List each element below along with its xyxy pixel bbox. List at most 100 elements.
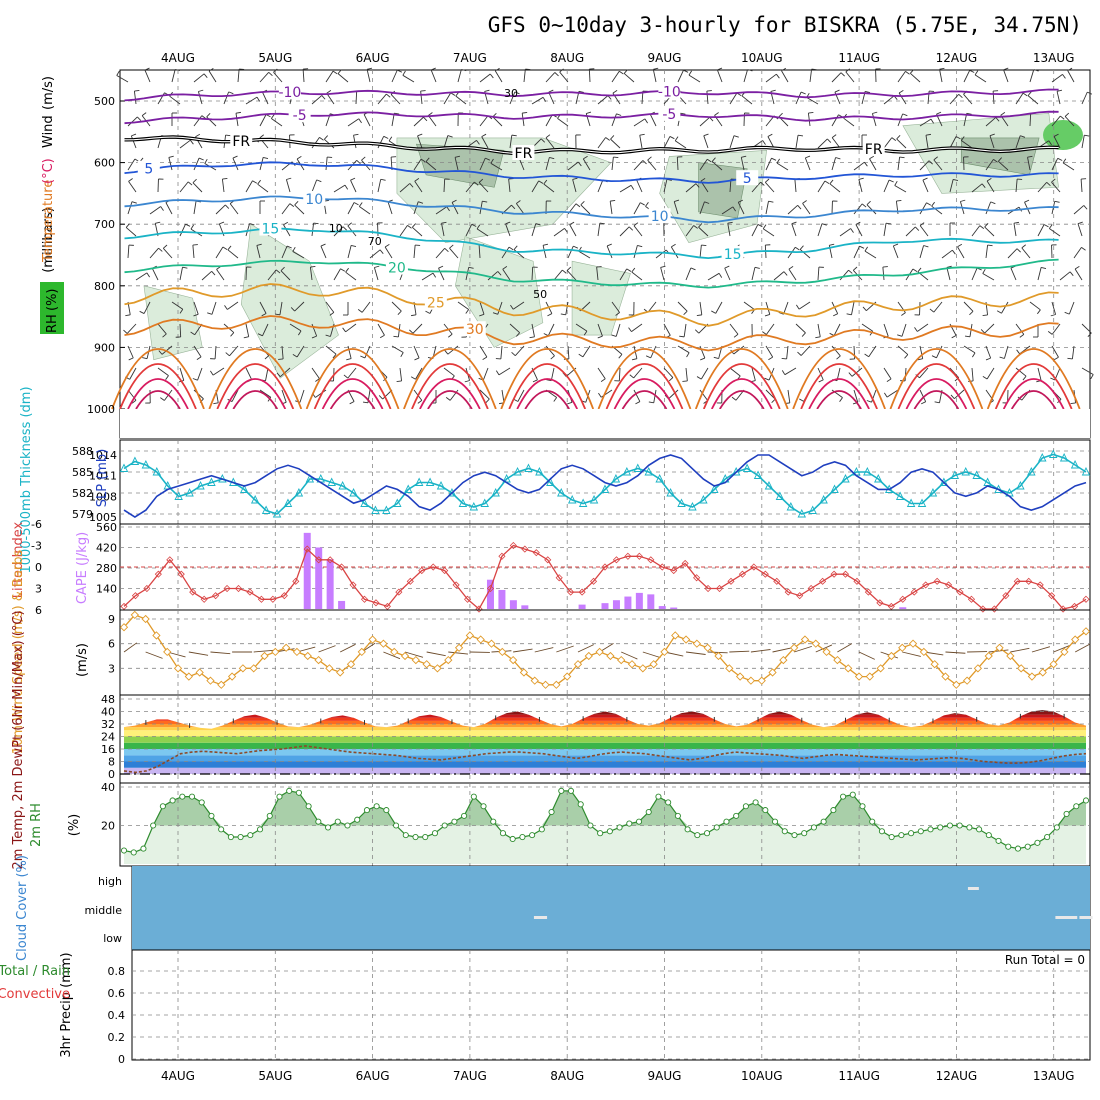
surface-isotherm-arc [119, 363, 197, 410]
wind-barb [325, 157, 328, 171]
wind-barb-flag [196, 356, 202, 361]
wind-barb-flag [1067, 357, 1073, 360]
pressure-tick-label: 1000 [87, 403, 115, 416]
rh2m-point [703, 830, 711, 837]
surface-isotherm-arc [411, 363, 489, 410]
isotherm-line [124, 258, 1059, 289]
wind10-barb [794, 645, 812, 653]
wind-barb-flag [586, 111, 592, 114]
rh2m-point [431, 830, 438, 837]
temp-band [124, 727, 1086, 731]
wind-barb-flag [179, 309, 184, 314]
wind-barb-flag [1070, 402, 1076, 404]
wind-barb-flag [393, 335, 399, 338]
isotherm-label: 15 [262, 222, 280, 238]
wind-barb [215, 246, 224, 259]
wind-barb [1037, 224, 1045, 237]
temp-band [124, 767, 1086, 774]
wind-barb-flag [799, 398, 804, 402]
isotherm-label: FR [515, 146, 533, 162]
wind10-point [1049, 660, 1058, 669]
wind-barb-flag [762, 224, 767, 229]
lifted-index-point [830, 570, 838, 578]
wind-barb [245, 96, 258, 105]
isotherm-label-bg [288, 107, 311, 123]
wind-barb-flag [682, 380, 688, 382]
temp-band [124, 709, 1086, 712]
wind-barb-flag [839, 397, 843, 402]
wind-barb-flag [268, 72, 273, 77]
wind-barb-flag [360, 355, 366, 359]
wind-barb-flag [982, 375, 988, 380]
lifted-index-point [521, 545, 529, 553]
li-ylabel: Lifted Index [11, 521, 26, 598]
surface-isotherm-arc [419, 378, 481, 410]
wind10-barb [1053, 644, 1071, 653]
wind10-point [325, 664, 334, 673]
wind-barb [373, 267, 379, 281]
wind-barb-flag [378, 395, 383, 400]
wind-barb-flag [923, 245, 929, 248]
wind-barb [596, 267, 599, 281]
lifted-index-point [200, 595, 208, 603]
lifted-index-point [464, 595, 472, 603]
wind10-point [822, 647, 831, 657]
wind-barb-flag [410, 376, 416, 380]
rh-contour-label: 30 [504, 87, 518, 100]
surface-isotherm-arc [719, 390, 765, 410]
wind-barb-flag [296, 155, 302, 160]
thickness-point [327, 477, 336, 486]
lifted-index-point [429, 563, 437, 571]
wind-barb [127, 158, 136, 171]
cape-bar [509, 600, 517, 609]
rh2m-point [519, 834, 526, 841]
thickness-ylabel: 1000-500mb Thickness (dm) [19, 386, 34, 573]
wind-barb [1027, 157, 1031, 171]
lifted-index-point [315, 556, 323, 564]
wind-tick-label: 3 [108, 662, 115, 675]
wind-barb-flag [449, 244, 454, 249]
wind-barb [597, 323, 603, 337]
surface-isotherm-arc [621, 390, 668, 410]
cape-bar [670, 607, 678, 609]
wind-barb [831, 345, 841, 357]
wind-barb [575, 323, 588, 332]
wind-barb [765, 389, 776, 400]
wind-barb [325, 301, 335, 313]
wind-barb-flag [700, 177, 706, 182]
thickness-point [425, 477, 435, 486]
wind-barb [505, 223, 511, 237]
wind10-point [508, 655, 518, 665]
wind-barb-flag [1003, 67, 1009, 71]
date-label-top: 7AUG [453, 51, 487, 65]
wind10-point [908, 639, 918, 648]
lifted-index-point [899, 595, 907, 603]
cape-bar [303, 532, 311, 609]
wind-barb-flag [605, 137, 610, 141]
run-total-bg [975, 952, 1087, 968]
wind-barb-flag [522, 111, 528, 114]
wind-barb-flag [525, 68, 531, 71]
wind-barb [699, 301, 703, 315]
wind-barb [883, 95, 895, 105]
wind-barb-flag [829, 243, 835, 246]
lifted-index-point [704, 584, 712, 593]
wind-barb [130, 135, 137, 149]
wind-barb [227, 249, 239, 259]
lifted-index-point [372, 599, 380, 607]
wind-barb-flag [128, 178, 133, 182]
wind-barb-flag [989, 133, 995, 137]
wind-barb-flag [901, 312, 906, 316]
wind-barb [572, 179, 577, 193]
wind-barb [235, 113, 239, 127]
wind-barb-flag [980, 329, 985, 334]
precip-legend-convective: Convective [0, 987, 70, 1002]
wind-barb [683, 323, 687, 337]
rh2m-point [567, 787, 575, 794]
wind-barb [179, 367, 185, 381]
wind-barb-flag [461, 69, 467, 72]
wind-barb-flag [635, 401, 641, 405]
wind-barb-flag [921, 401, 926, 405]
wind-barb [1001, 301, 1009, 314]
wind-barb [883, 179, 890, 193]
